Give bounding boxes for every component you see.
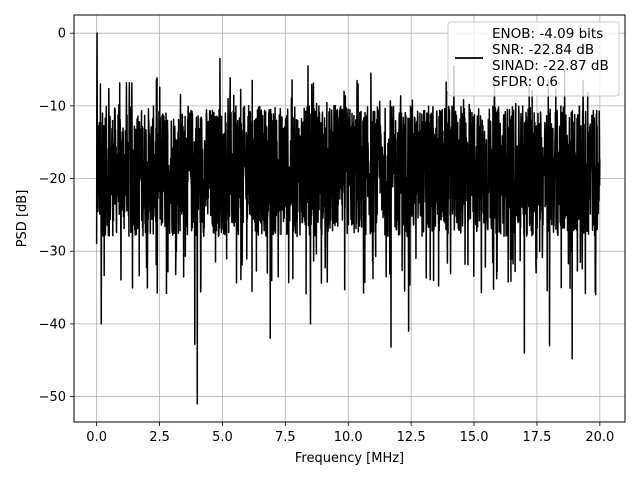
x-axis-label: Frequency [MHz] — [295, 451, 404, 466]
y-tick-label: −30 — [39, 245, 66, 260]
y-axis: 0 −10 −20 −30 −40 −50 — [39, 27, 74, 405]
x-tick-label: 7.5 — [275, 430, 296, 445]
x-tick-label: 2.5 — [149, 430, 170, 445]
y-tick-label: −40 — [39, 317, 66, 332]
legend-entry-snr: SNR: -22.84 dB — [492, 42, 594, 58]
x-tick-label: 0.0 — [86, 430, 107, 445]
y-tick-label: −10 — [39, 99, 66, 114]
y-tick-label: −50 — [39, 390, 66, 405]
x-tick-label: 15.0 — [460, 430, 489, 445]
legend-box — [447, 21, 620, 97]
series-layer — [95, 32, 601, 405]
y-tick-label: 0 — [58, 27, 66, 42]
legend-entry-enob: ENOB: -4.09 bits — [492, 26, 603, 42]
legend-entry-sinad: SINAD: -22.87 dB — [492, 58, 609, 74]
x-tick-label: 12.5 — [397, 430, 426, 445]
x-tick-label: 10.0 — [334, 430, 363, 445]
y-axis-label: PSD [dB] — [15, 190, 30, 248]
legend-entry-sfdr: SFDR: 0.6 — [492, 74, 558, 90]
x-tick-label: 17.5 — [522, 430, 551, 445]
psd-series-line — [95, 32, 601, 405]
legend: ENOB: -4.09 bits SNR: -22.84 dB SINAD: -… — [447, 21, 620, 97]
x-tick-label: 20.0 — [585, 430, 614, 445]
y-tick-label: −20 — [39, 172, 66, 187]
plot-frame — [73, 14, 626, 423]
x-tick-label: 5.0 — [212, 430, 233, 445]
x-axis: 0.0 2.5 5.0 7.5 10.0 12.5 15.0 17.5 20.0 — [86, 422, 614, 445]
